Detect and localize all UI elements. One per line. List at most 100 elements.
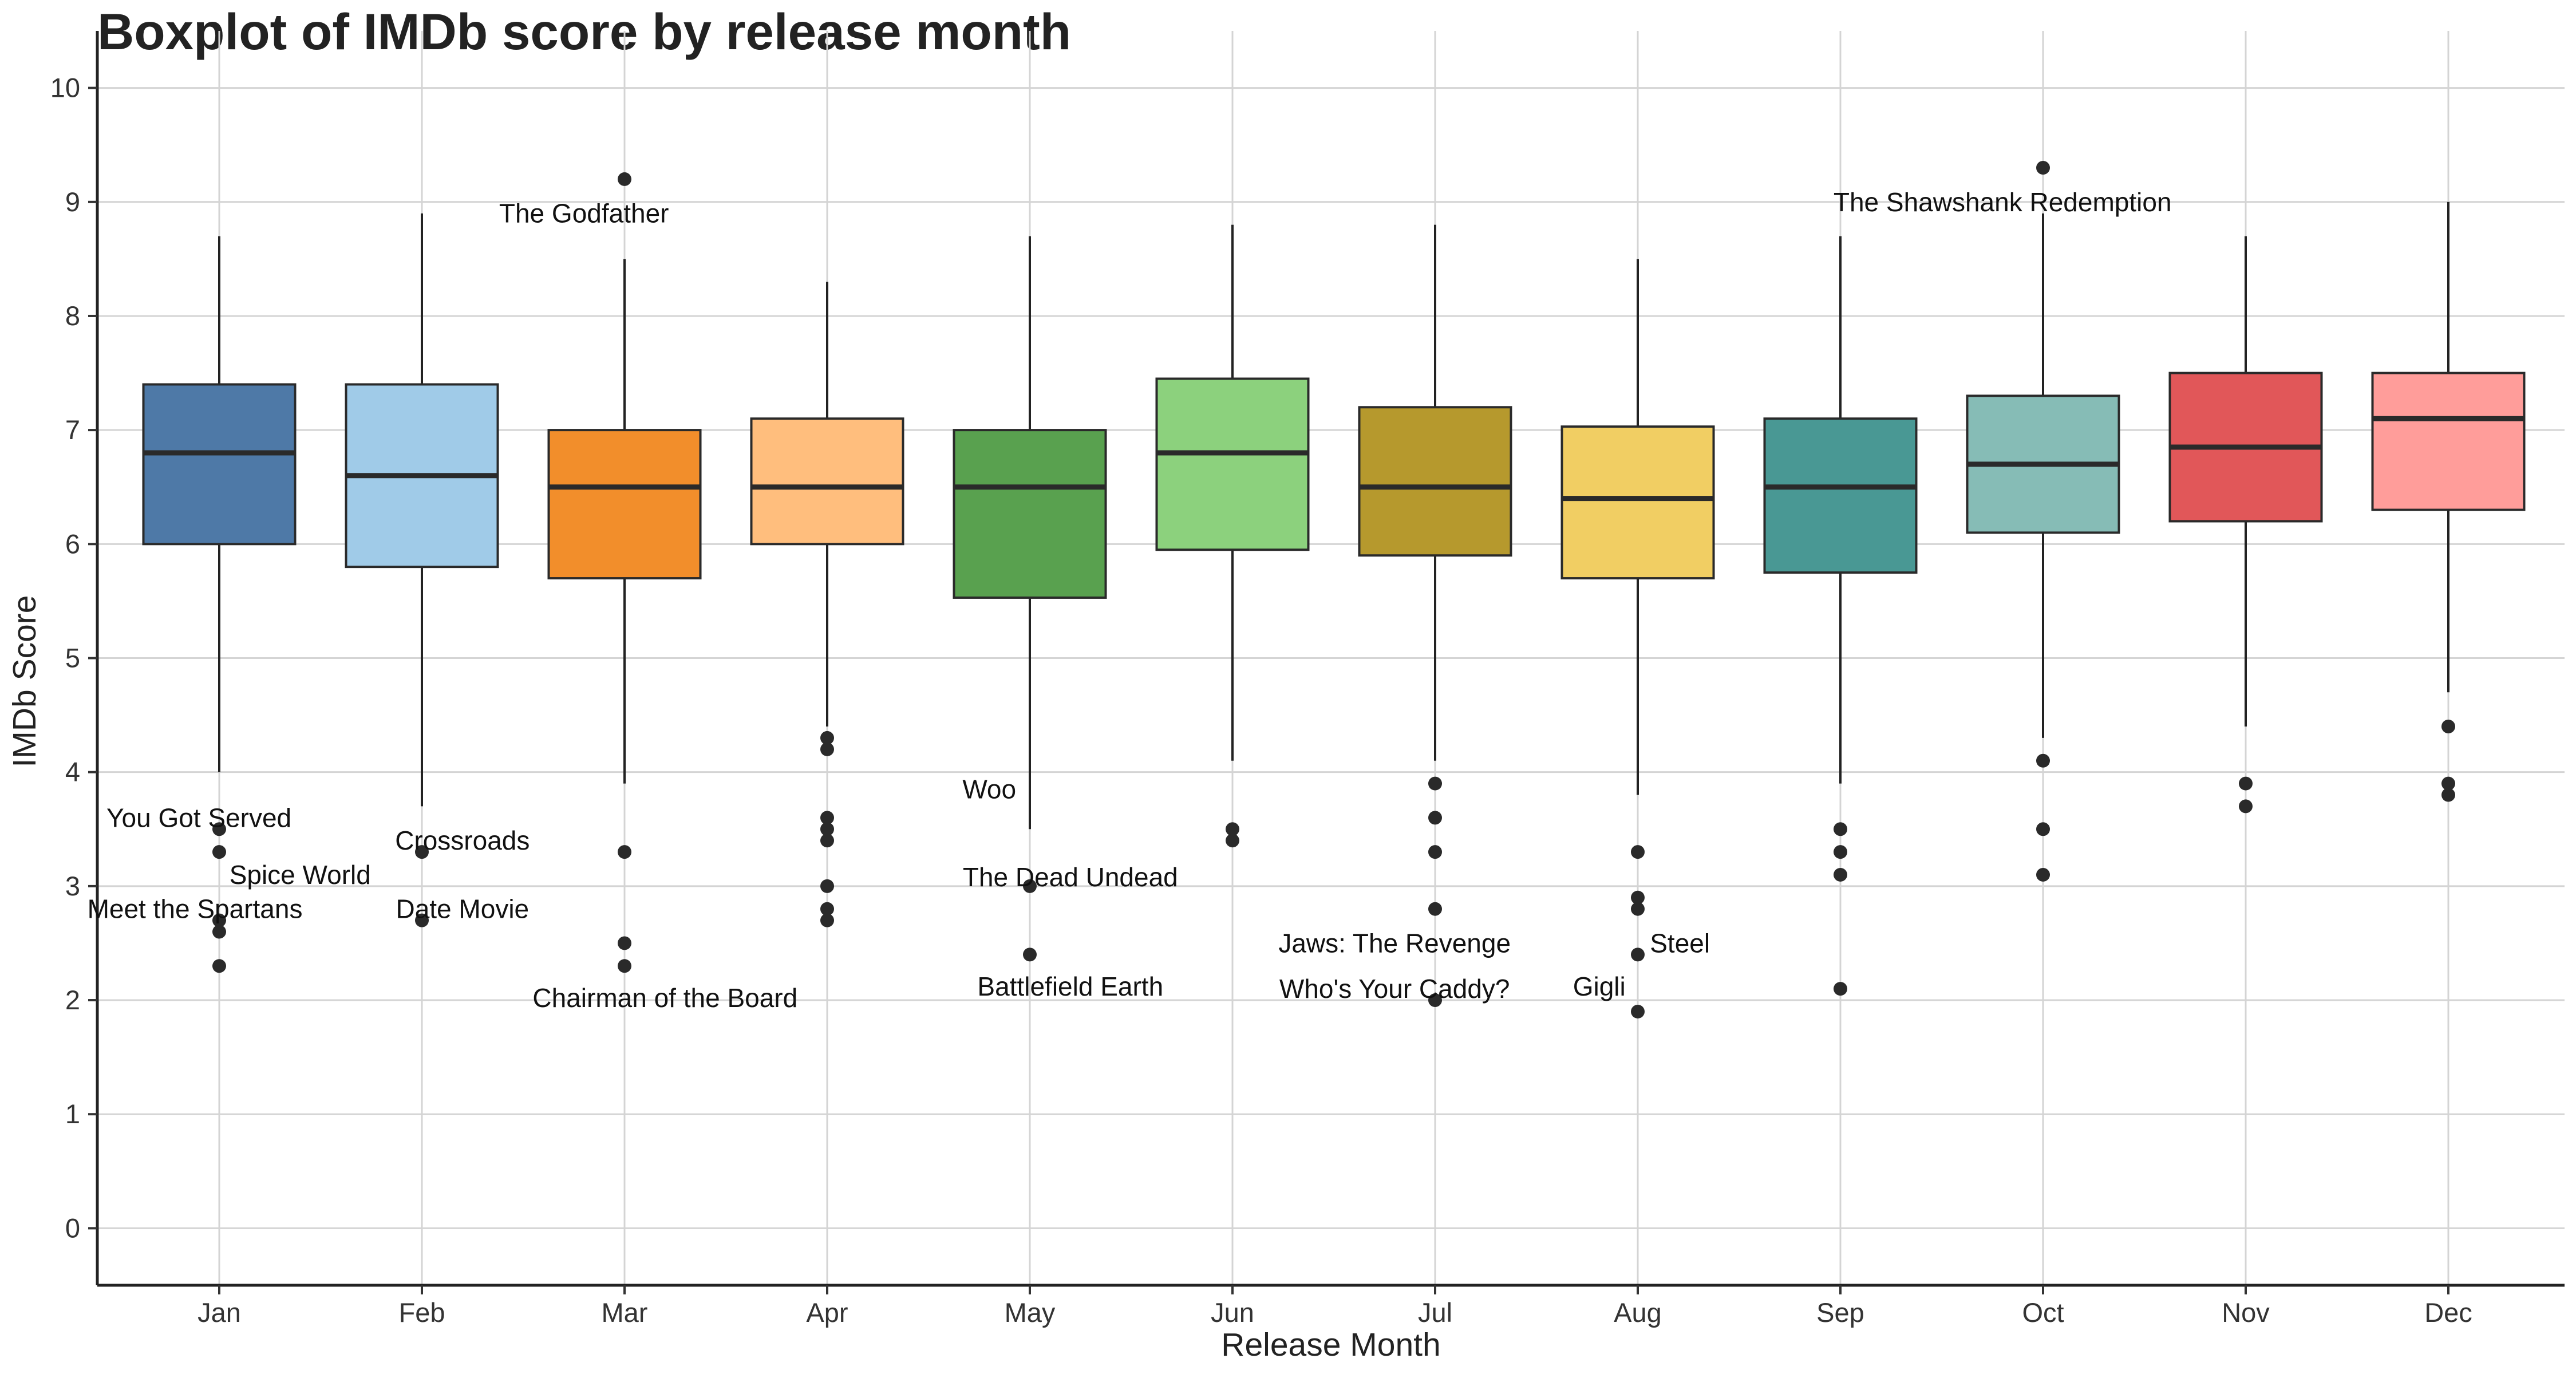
- outlier-point-aug: [1631, 845, 1645, 859]
- outlier-point-apr: [820, 913, 834, 927]
- outlier-label: Steel: [1650, 928, 1710, 958]
- box-apr: [750, 417, 904, 546]
- outlier-point-mar: [618, 845, 631, 859]
- outlier-point-jan: [212, 845, 226, 859]
- x-tick-label: Nov: [2222, 1297, 2270, 1328]
- outlier-label: Jaws: The Revenge: [1278, 928, 1511, 958]
- outlier-label: Meet the Spartans: [88, 894, 303, 924]
- outlier-point-jul: [1428, 845, 1442, 859]
- box-mar: [547, 429, 702, 580]
- outlier-point-jun: [1226, 834, 1239, 848]
- outlier-point-jul: [1428, 776, 1442, 791]
- outlier-point-aug: [1631, 1004, 1645, 1018]
- outlier-point-jan: [212, 925, 226, 939]
- x-tick-label: Jan: [197, 1297, 241, 1328]
- outlier-point-oct: [2036, 753, 2050, 768]
- outlier-point-apr: [820, 822, 834, 836]
- y-tick-label: 5: [65, 643, 80, 673]
- outlier-point-feb: [415, 845, 429, 859]
- box-dec: [2371, 372, 2526, 511]
- box-sep: [1763, 417, 1918, 574]
- x-tick-label: Feb: [399, 1297, 445, 1328]
- y-tick-label: 6: [65, 528, 80, 559]
- outlier-label: The Shawshank Redemption: [1834, 187, 2172, 217]
- outlier-point-apr: [820, 731, 834, 745]
- box-jun: [1155, 377, 1310, 551]
- outlier-point-jul: [1428, 993, 1442, 1008]
- x-tick-label: May: [1005, 1297, 1056, 1328]
- outlier-label: The Dead Undead: [963, 862, 1178, 892]
- outlier-point-sep: [1834, 845, 1847, 859]
- outlier-point-dec: [2441, 788, 2455, 802]
- box-jan: [142, 383, 297, 546]
- outlier-point-dec: [2441, 776, 2455, 791]
- outlier-label: Who's Your Caddy?: [1279, 974, 1510, 1004]
- x-tick-label: Mar: [602, 1297, 648, 1328]
- outlier-point-sep: [1834, 867, 1847, 882]
- outlier-label: Chairman of the Board: [532, 983, 797, 1013]
- outlier-point-may: [1023, 947, 1037, 962]
- outlier-point-jan: [212, 822, 226, 836]
- outlier-label: Battlefield Earth: [977, 972, 1163, 1001]
- x-axis-title: Release Month: [1221, 1326, 1440, 1363]
- x-tick-label: Sep: [1816, 1297, 1864, 1328]
- outlier-point-mar: [618, 172, 631, 186]
- outlier-point-may: [1023, 879, 1037, 893]
- outlier-point-oct: [2036, 161, 2050, 175]
- box-jul: [1358, 406, 1512, 557]
- x-tick-label: Dec: [2424, 1297, 2472, 1328]
- outlier-point-feb: [415, 913, 429, 927]
- outlier-label: You Got Served: [106, 803, 291, 832]
- chart-title: Boxplot of IMDb score by release month: [97, 3, 1072, 60]
- y-tick-label: 3: [65, 871, 80, 901]
- outlier-point-aug: [1631, 890, 1645, 905]
- y-tick-label: 7: [65, 414, 80, 445]
- box-may: [953, 429, 1107, 599]
- y-axis-title: IMDb Score: [6, 595, 43, 768]
- outlier-point-sep: [1834, 982, 1847, 996]
- outlier-point-aug: [1631, 947, 1645, 962]
- ticks: 0 1 2 3 4 5 6 7 8 9 10 Jan Feb Mar Apr May Jun Jul Aug Sep O…: [50, 73, 2472, 1328]
- x-tick-label: Apr: [806, 1297, 848, 1328]
- outlier-point-jul: [1428, 811, 1442, 825]
- gridlines: [97, 31, 2565, 1285]
- outlier-label: Woo: [962, 775, 1016, 804]
- x-tick-label: Oct: [2022, 1297, 2064, 1328]
- annotations: The Godfather The Shawshank Redemption You…: [88, 187, 2172, 1013]
- outlier-label: Crossroads: [395, 826, 530, 855]
- outlier-point-jul: [1428, 902, 1442, 916]
- x-tick-label: Jun: [1211, 1297, 1254, 1328]
- plot-area: [142, 161, 2526, 1018]
- outlier-point-jan: [212, 959, 226, 973]
- outlier-label: The Godfather: [499, 199, 669, 228]
- outlier-point-apr: [820, 742, 834, 756]
- outlier-point-dec: [2441, 720, 2455, 734]
- outlier-point-apr: [820, 902, 834, 916]
- outlier-point-apr: [820, 879, 834, 893]
- outlier-point-mar: [618, 959, 631, 973]
- outlier-point-sep: [1834, 822, 1847, 836]
- outlier-point-mar: [618, 936, 631, 950]
- outlier-point-apr: [820, 811, 834, 825]
- outlier-point-jan: [212, 913, 226, 927]
- outlier-point-aug: [1631, 902, 1645, 916]
- y-tick-label: 0: [65, 1213, 80, 1243]
- outlier-label: Spice World: [230, 860, 371, 890]
- outlier-label: Date Movie: [396, 894, 529, 924]
- outlier-point-apr: [820, 834, 834, 848]
- x-tick-label: Jul: [1418, 1297, 1452, 1328]
- y-tick-label: 2: [65, 985, 80, 1015]
- y-tick-label: 4: [65, 757, 80, 787]
- outlier-point-oct: [2036, 822, 2050, 836]
- outlier-point-nov: [2239, 776, 2253, 791]
- box-aug: [1560, 425, 1715, 580]
- outlier-point-jun: [1226, 822, 1239, 836]
- outlier-label: Gigli: [1573, 972, 1626, 1001]
- y-tick-label: 9: [65, 187, 80, 217]
- y-tick-label: 10: [50, 73, 80, 103]
- y-tick-label: 8: [65, 301, 80, 331]
- y-tick-label: 1: [65, 1099, 80, 1129]
- outlier-point-oct: [2036, 867, 2050, 882]
- x-tick-label: Aug: [1614, 1297, 1662, 1328]
